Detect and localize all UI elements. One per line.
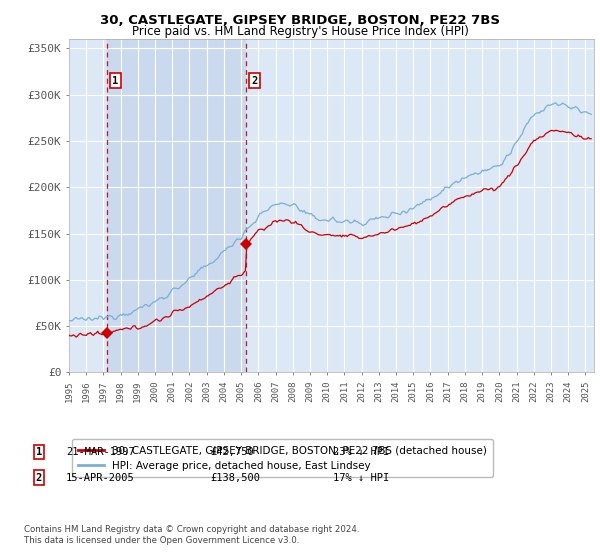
Text: £138,500: £138,500 xyxy=(210,473,260,483)
Text: Contains HM Land Registry data © Crown copyright and database right 2024.
This d: Contains HM Land Registry data © Crown c… xyxy=(24,525,359,545)
Text: 15-APR-2005: 15-APR-2005 xyxy=(66,473,135,483)
Text: 1: 1 xyxy=(36,447,42,457)
Text: Price paid vs. HM Land Registry's House Price Index (HPI): Price paid vs. HM Land Registry's House … xyxy=(131,25,469,38)
Text: 2: 2 xyxy=(251,76,257,86)
Text: 1: 1 xyxy=(112,76,118,86)
Text: 21-MAR-1997: 21-MAR-1997 xyxy=(66,447,135,457)
Text: 17% ↓ HPI: 17% ↓ HPI xyxy=(333,473,389,483)
Text: 2: 2 xyxy=(36,473,42,483)
Text: 30, CASTLEGATE, GIPSEY BRIDGE, BOSTON, PE22 7BS: 30, CASTLEGATE, GIPSEY BRIDGE, BOSTON, P… xyxy=(100,14,500,27)
Legend: 30, CASTLEGATE, GIPSEY BRIDGE, BOSTON, PE22 7BS (detached house), HPI: Average p: 30, CASTLEGATE, GIPSEY BRIDGE, BOSTON, P… xyxy=(71,439,493,477)
Text: £42,750: £42,750 xyxy=(210,447,254,457)
Text: 23% ↓ HPI: 23% ↓ HPI xyxy=(333,447,389,457)
Bar xyxy=(107,39,246,372)
